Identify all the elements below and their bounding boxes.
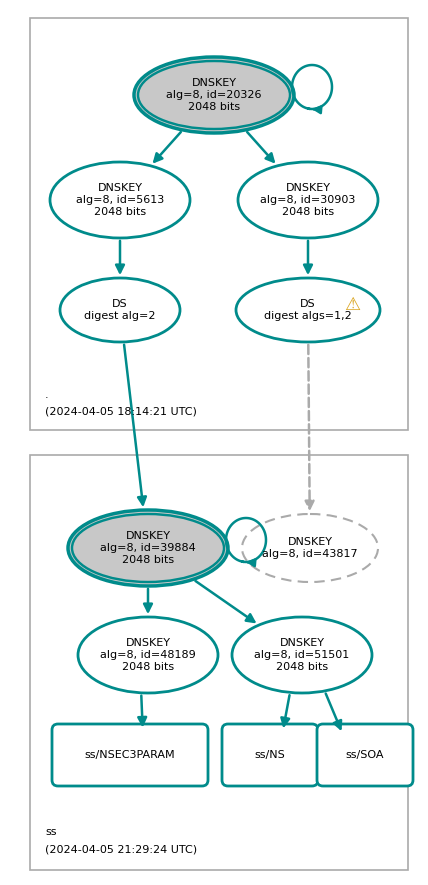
Ellipse shape — [60, 278, 180, 342]
Ellipse shape — [50, 162, 190, 238]
Text: ⚠: ⚠ — [345, 296, 361, 314]
Text: ss/NS: ss/NS — [255, 750, 285, 760]
Text: DNSKEY
alg=8, id=51501
2048 bits: DNSKEY alg=8, id=51501 2048 bits — [254, 637, 350, 673]
FancyBboxPatch shape — [52, 724, 208, 786]
Bar — [30, 18, 408, 430]
Text: DNSKEY
alg=8, id=5613
2048 bits: DNSKEY alg=8, id=5613 2048 bits — [76, 182, 164, 218]
Text: ss: ss — [45, 827, 56, 837]
Ellipse shape — [232, 617, 372, 693]
Text: .: . — [45, 390, 49, 400]
Ellipse shape — [134, 57, 294, 133]
FancyBboxPatch shape — [317, 724, 413, 786]
Text: DS
digest alg=2: DS digest alg=2 — [84, 299, 156, 321]
Text: ss/SOA: ss/SOA — [346, 750, 384, 760]
Text: DS
digest algs=1,2: DS digest algs=1,2 — [264, 299, 352, 321]
Ellipse shape — [238, 162, 378, 238]
Text: DNSKEY
alg=8, id=20326
2048 bits: DNSKEY alg=8, id=20326 2048 bits — [166, 78, 262, 112]
Ellipse shape — [236, 278, 380, 342]
Bar — [30, 455, 408, 870]
Text: DNSKEY
alg=8, id=39884
2048 bits: DNSKEY alg=8, id=39884 2048 bits — [100, 531, 196, 566]
Text: DNSKEY
alg=8, id=48189
2048 bits: DNSKEY alg=8, id=48189 2048 bits — [100, 637, 196, 673]
Ellipse shape — [242, 514, 378, 582]
FancyBboxPatch shape — [222, 724, 318, 786]
Text: DNSKEY
alg=8, id=30903
2048 bits: DNSKEY alg=8, id=30903 2048 bits — [260, 182, 356, 218]
Text: (2024-04-05 18:14:21 UTC): (2024-04-05 18:14:21 UTC) — [45, 407, 197, 417]
Ellipse shape — [68, 510, 228, 586]
Text: ss/NSEC3PARAM: ss/NSEC3PARAM — [85, 750, 175, 760]
Text: DNSKEY
alg=8, id=43817: DNSKEY alg=8, id=43817 — [262, 537, 358, 559]
Ellipse shape — [78, 617, 218, 693]
Text: (2024-04-05 21:29:24 UTC): (2024-04-05 21:29:24 UTC) — [45, 844, 197, 854]
